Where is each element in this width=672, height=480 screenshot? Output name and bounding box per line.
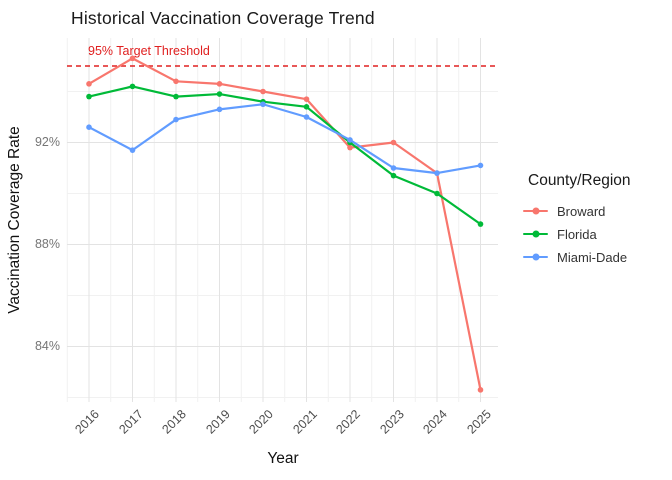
data-point-florida [86,93,92,100]
data-point-miami-dade [173,116,179,123]
data-point-florida [477,221,484,227]
y-tick-label: 92% [34,134,60,149]
data-point-broward [129,55,136,62]
chart-title: Historical Vaccination Coverage Trend [71,8,375,28]
data-point-broward [347,144,353,151]
legend-item-broward: Broward [523,203,631,219]
legend-key-icon [523,250,548,264]
legend-label: Miami-Dade [557,249,628,265]
data-point-broward [260,88,266,95]
legend-key-icon [523,204,548,218]
data-point-florida [303,104,310,110]
y-axis-title: Vaccination Coverage Rate [6,126,23,314]
data-point-broward [216,81,223,87]
data-point-miami-dade [390,165,397,171]
legend-dot-icon [532,207,539,215]
data-point-florida [173,93,179,100]
data-point-florida [216,91,223,97]
x-axis-title: Year [267,450,299,467]
legend-items: Broward Florida Miami-Dade [523,203,631,265]
legend-label: Florida [557,226,597,242]
series-line-broward [87,57,482,391]
data-point-miami-dade [216,106,223,113]
legend-key-icon [523,227,548,241]
legend-item-florida: Florida [523,226,631,242]
data-point-florida [434,190,440,197]
y-tick-label: 84% [34,338,60,353]
data-point-broward [173,78,179,85]
data-point-broward [477,387,484,393]
data-point-florida [390,172,397,179]
data-point-miami-dade [434,170,440,176]
data-point-miami-dade [260,101,266,108]
legend-dot-icon [532,230,539,238]
data-point-broward [390,139,397,146]
series-line-florida [87,85,482,226]
series-line-miami-dade [87,103,482,175]
data-point-miami-dade [86,124,92,130]
data-point-miami-dade [303,114,310,120]
data-point-miami-dade [347,137,353,143]
data-point-florida [129,83,136,90]
data-point-broward [86,81,92,87]
data-point-miami-dade [477,162,484,169]
legend-label: Broward [557,203,606,219]
legend-item-miami-dade: Miami-Dade [523,249,631,265]
y-tick-label: 88% [34,236,60,251]
data-point-miami-dade [129,147,136,153]
data-point-broward [303,96,310,102]
legend-title: County/Region [528,172,631,189]
legend: County/Region Broward Florida Miami-Dade [523,172,631,273]
threshold-label: 95% Target Threshold [88,44,210,58]
legend-dot-icon [532,253,539,261]
